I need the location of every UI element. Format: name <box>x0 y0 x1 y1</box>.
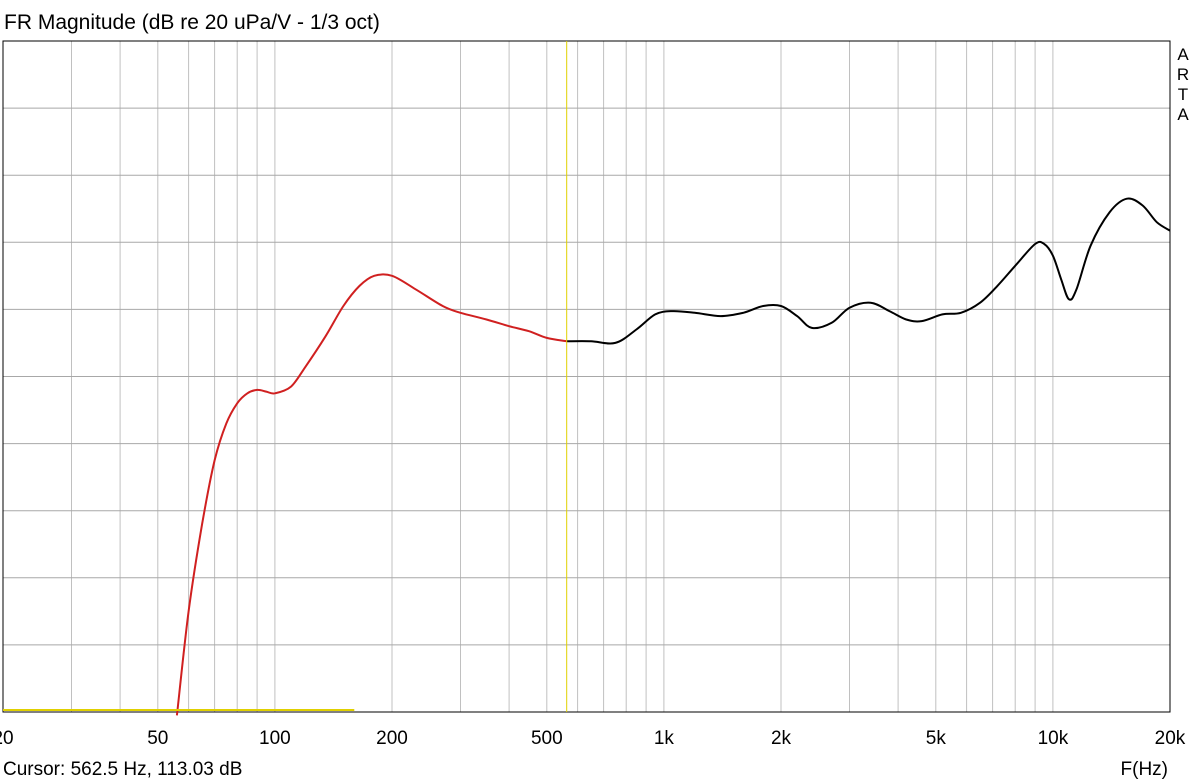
cursor-readout: Cursor: 562.5 Hz, 113.03 dB <box>3 759 242 780</box>
x-tick-label: 20 <box>0 728 14 749</box>
brand-letter: A <box>1177 45 1189 64</box>
x-tick-label: 10k <box>1038 728 1069 749</box>
x-axis-label: F(Hz) <box>1121 759 1168 780</box>
plot-frame <box>2 40 1171 713</box>
x-tick-labels: 20 50 100 200 500 1k 2k 5k 10k 20k <box>0 728 1186 749</box>
x-tick-label: 5k <box>926 728 947 749</box>
brand-letter: T <box>1178 85 1188 104</box>
series-layer <box>175 197 1171 716</box>
x-tick-label: 50 <box>147 728 168 749</box>
x-tick-label: 200 <box>376 728 408 749</box>
x-tick-label: 100 <box>259 728 291 749</box>
response-curve-low-frequency <box>175 273 567 716</box>
horizontal-grid <box>3 107 1170 646</box>
brand-label: A R T A <box>1177 45 1189 124</box>
chart-title: FR Magnitude (dB re 20 uPa/V - 1/3 oct) <box>4 11 380 34</box>
response-curve-high-frequency <box>566 197 1171 345</box>
x-tick-label: 2k <box>771 728 792 749</box>
brand-letter: A <box>1177 105 1189 124</box>
x-tick-label: 500 <box>531 728 563 749</box>
x-tick-label: 20k <box>1155 728 1186 749</box>
brand-letter: R <box>1177 65 1189 84</box>
x-tick-label: 1k <box>654 728 675 749</box>
